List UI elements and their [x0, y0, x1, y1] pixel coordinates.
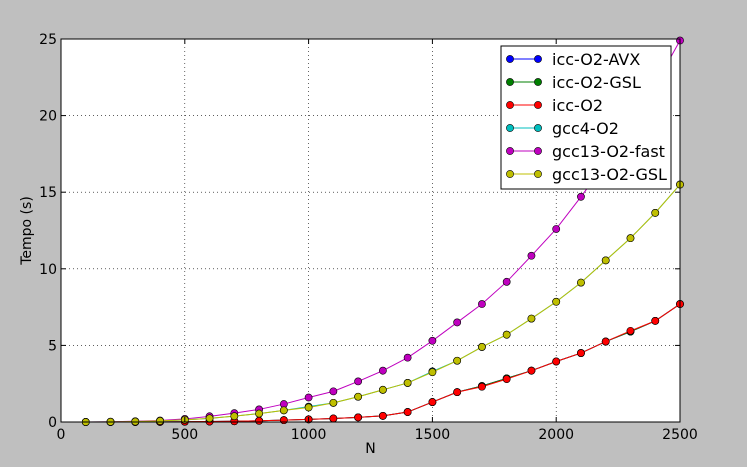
- data-point: [354, 413, 363, 422]
- legend-item: icc-O2: [506, 96, 603, 115]
- data-point: [651, 208, 660, 217]
- data-point: [304, 393, 313, 402]
- data-point: [478, 300, 486, 308]
- data-point: [577, 349, 585, 357]
- y-axis-label: Tempo (s): [19, 196, 35, 266]
- x-tick-label: 0: [57, 427, 66, 443]
- legend-marker: [506, 78, 514, 86]
- data-point: [378, 366, 387, 375]
- legend-label: icc-O2-GSL: [552, 73, 641, 92]
- legend-label: gcc4-O2: [552, 119, 619, 138]
- x-tick-label: 2500: [662, 427, 698, 443]
- legend-label: icc-O2: [552, 96, 603, 115]
- data-point: [577, 278, 585, 287]
- data-point: [502, 277, 511, 286]
- data-point: [378, 411, 387, 420]
- data-point: [453, 356, 462, 365]
- legend-marker: [534, 147, 542, 155]
- data-point: [156, 417, 164, 425]
- series-layer: [81, 36, 684, 426]
- axis-ticks: 0 500 1000 1500 2000 2500 0 5 10 15 20 25: [39, 32, 698, 443]
- data-point: [304, 403, 313, 412]
- data-point: [205, 414, 214, 423]
- series-icc-O2: [81, 300, 684, 426]
- legend-marker: [534, 124, 542, 132]
- data-point: [601, 256, 610, 265]
- data-point: [255, 416, 263, 425]
- data-point: [279, 416, 288, 425]
- data-point: [552, 225, 561, 233]
- data-point: [626, 234, 635, 243]
- x-tick-label: 1500: [415, 427, 451, 443]
- legend-marker: [534, 55, 542, 63]
- x-tick-label: 1000: [291, 427, 327, 443]
- data-point: [354, 392, 363, 401]
- legend-marker: [506, 55, 514, 63]
- data-point: [428, 398, 437, 406]
- plot-frame: [60, 38, 681, 423]
- data-point: [279, 406, 288, 415]
- y-tick-label: 20: [39, 109, 57, 125]
- legend-marker: [506, 124, 514, 132]
- data-point: [601, 337, 610, 346]
- y-tick-label: 25: [39, 32, 57, 48]
- legend-label: gcc13-O2-GSL: [552, 165, 667, 184]
- data-point: [527, 314, 536, 323]
- data-point: [403, 379, 412, 387]
- data-point: [552, 357, 561, 366]
- data-point: [502, 330, 511, 339]
- data-point: [230, 412, 239, 421]
- legend-marker: [506, 170, 514, 178]
- data-point: [329, 387, 338, 396]
- legend-item: icc-O2-GSL: [506, 73, 641, 92]
- legend-item: gcc13-O2-GSL: [506, 165, 667, 184]
- data-point: [577, 192, 585, 201]
- data-point: [651, 316, 660, 325]
- data-point: [502, 375, 511, 384]
- data-point: [403, 408, 412, 416]
- legend-marker: [534, 101, 542, 109]
- data-point: [453, 388, 462, 397]
- data-point: [378, 385, 387, 394]
- x-tick-label: 2000: [538, 427, 574, 443]
- legend: icc-O2-AVX icc-O2-GSL icc-O2 gcc4-O2 gcc13-O…: [500, 45, 672, 190]
- data-point: [403, 353, 412, 362]
- y-tick-label: 5: [48, 338, 57, 354]
- legend-label: gcc13-O2-fast: [552, 142, 665, 161]
- legend-marker: [534, 170, 542, 178]
- legend-item: gcc4-O2: [506, 119, 619, 138]
- data-point: [527, 251, 536, 260]
- data-point: [552, 297, 561, 306]
- data-point: [329, 414, 338, 423]
- legend-item: icc-O2-AVX: [506, 50, 640, 69]
- legend-item: gcc13-O2-fast: [506, 142, 665, 161]
- y-tick-label: 10: [39, 262, 57, 278]
- legend-marker: [506, 101, 514, 109]
- y-tick-label: 15: [39, 185, 57, 201]
- x-axis-label: N: [365, 441, 375, 457]
- legend-box: [500, 45, 672, 190]
- data-point: [428, 368, 437, 377]
- legend-label: icc-O2-AVX: [552, 50, 640, 69]
- data-point: [354, 377, 363, 386]
- y-tick-label: 0: [48, 415, 57, 431]
- x-tick-label: 500: [171, 427, 198, 443]
- data-point: [255, 409, 263, 418]
- data-point: [527, 366, 536, 375]
- data-point: [478, 343, 486, 351]
- data-point: [453, 318, 462, 327]
- data-point: [428, 336, 437, 345]
- data-point: [626, 326, 635, 335]
- legend-marker: [506, 147, 514, 155]
- legend-marker: [534, 78, 542, 86]
- data-point: [329, 398, 338, 407]
- data-point: [478, 382, 486, 391]
